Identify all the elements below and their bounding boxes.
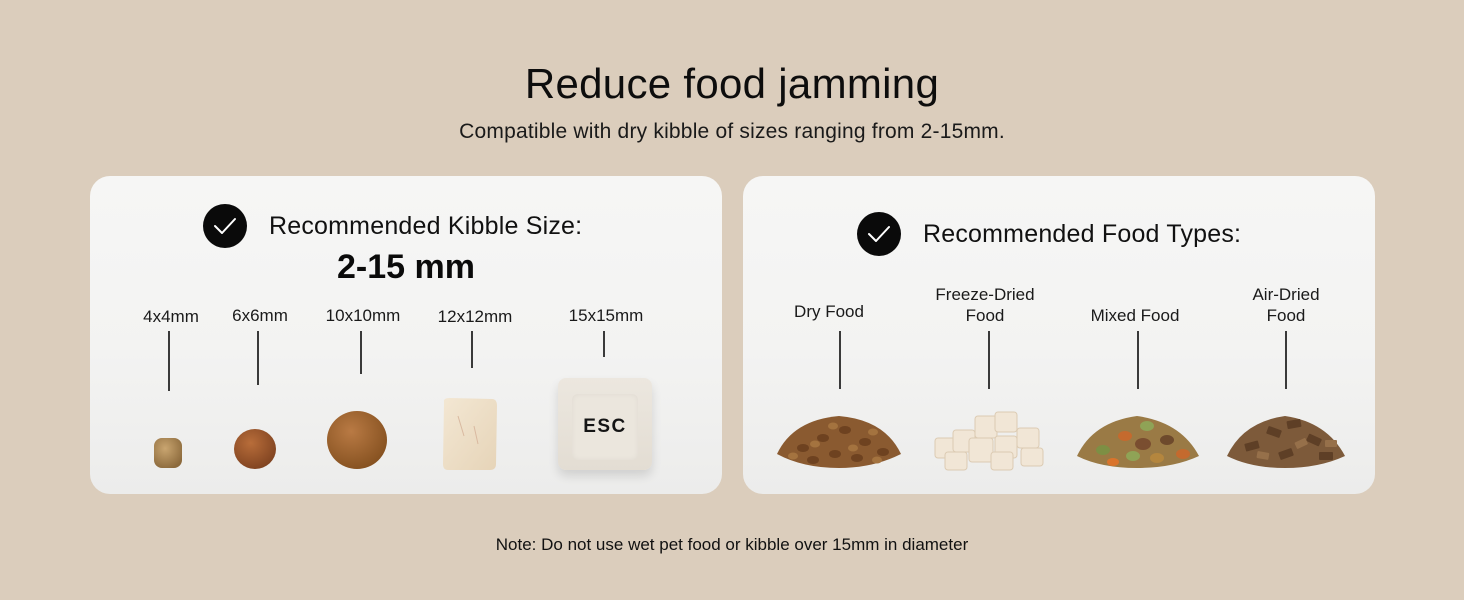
food-types-heading-text: Recommended Food Types: — [923, 219, 1242, 248]
kibble-size-card: Recommended Kibble Size: 2-15 mm 4x4mm 6… — [90, 176, 722, 494]
food-type-air-dried: Air-Dried Food — [1252, 285, 1320, 325]
food-pointer-line — [839, 331, 841, 389]
size-pointer-line — [603, 331, 605, 357]
size-label-6x6: 6x6mm — [232, 306, 288, 325]
kibble-10x10-image — [327, 411, 387, 469]
freeze-dried-food-image — [934, 411, 1044, 471]
page-subtitle: Compatible with dry kibble of sizes rang… — [459, 120, 1005, 143]
food-pointer-line — [1285, 331, 1287, 389]
page-title: Reduce food jamming — [524, 60, 940, 107]
kibble-size-range: 2-15 mm — [337, 248, 475, 286]
food-type-dry: Dry Food — [794, 302, 864, 321]
kibble-4x4-image — [154, 438, 182, 468]
size-label-4x4: 4x4mm — [143, 307, 199, 326]
food-types-card: Recommended Food Types: Dry Food Freeze-… — [743, 176, 1375, 494]
food-pointer-line — [988, 331, 990, 389]
mixed-food-image — [1077, 416, 1199, 468]
footer-note: Note: Do not use wet pet food or kibble … — [495, 535, 969, 554]
check-circle-icon — [857, 212, 901, 256]
food-pointer-line — [1137, 331, 1139, 389]
esc-keycap-image: ESC — [558, 378, 652, 470]
food-type-freeze-dried: Freeze-Dried Food — [935, 285, 1035, 325]
size-pointer-line — [471, 331, 473, 368]
size-pointer-line — [360, 331, 362, 374]
kibble-6x6-image — [234, 429, 276, 469]
dry-food-image — [777, 416, 901, 468]
air-dried-food-image — [1227, 416, 1345, 468]
kibble-size-heading: Recommended Kibble Size: — [203, 204, 582, 248]
size-label-10x10: 10x10mm — [325, 306, 401, 325]
freeze-dried-cube-image — [443, 398, 497, 470]
size-label-15x15: 15x15mm — [568, 306, 644, 325]
food-type-mixed: Mixed Food — [1090, 306, 1180, 325]
esc-keycap-label: ESC — [572, 394, 638, 460]
food-types-heading: Recommended Food Types: — [857, 212, 1241, 256]
check-circle-icon — [203, 204, 247, 248]
size-pointer-line — [168, 331, 170, 391]
size-pointer-line — [257, 331, 259, 385]
size-label-12x12: 12x12mm — [437, 307, 513, 326]
kibble-size-heading-text: Recommended Kibble Size: — [269, 211, 583, 240]
